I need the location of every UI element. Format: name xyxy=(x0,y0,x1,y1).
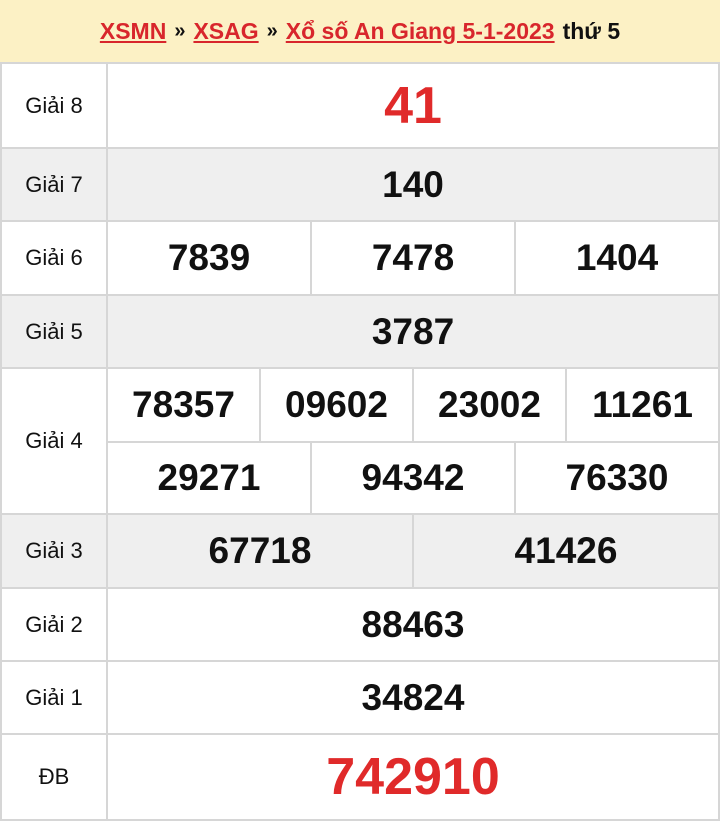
breadcrumb-separator: » xyxy=(266,19,278,42)
prize-number: 1404 xyxy=(514,222,718,294)
row-giai-6: Giải 6 7839 7478 1404 xyxy=(0,220,720,296)
weekday-label: thứ 5 xyxy=(562,17,621,44)
prize-number: 23002 xyxy=(412,369,565,441)
breadcrumb-separator: » xyxy=(174,19,186,42)
breadcrumb: XSMN » XSAG » Xổ số An Giang 5-1-2023 th… xyxy=(0,0,720,62)
prize-number: 3787 xyxy=(106,294,720,369)
prize-number: 88463 xyxy=(106,587,720,662)
prize-label: Giải 2 xyxy=(0,587,108,662)
prize-number: 34824 xyxy=(106,660,720,735)
jackpot-number: 742910 xyxy=(106,733,720,821)
breadcrumb-xsmn-link[interactable]: XSMN xyxy=(99,17,167,44)
row-giai-5: Giải 5 3787 xyxy=(0,294,720,369)
prize-label: Giải 7 xyxy=(0,147,108,222)
prize-label: Giải 4 xyxy=(0,367,108,515)
prize-label: Giải 8 xyxy=(0,62,108,149)
prize-number: 7478 xyxy=(310,222,514,294)
row-giai-2: Giải 2 88463 xyxy=(0,587,720,662)
row-giai-1: Giải 1 34824 xyxy=(0,660,720,735)
prize-number: 11261 xyxy=(565,369,718,441)
prize-number: 94342 xyxy=(310,443,514,513)
prize-number: 29271 xyxy=(157,457,261,498)
prize-number: 78357 xyxy=(132,384,235,425)
row-giai-3: Giải 3 67718 41426 xyxy=(0,513,720,589)
row-dac-biet: ĐB 742910 xyxy=(0,733,720,821)
row-giai-8: Giải 8 41 xyxy=(0,62,720,149)
breadcrumb-page-link[interactable]: Xổ số An Giang 5-1-2023 xyxy=(285,17,555,44)
prize-number: 41 xyxy=(106,62,720,149)
prize-number: 09602 xyxy=(259,369,412,441)
prize-number: 7839 xyxy=(167,237,251,278)
prize-number: 67718 xyxy=(208,530,312,571)
prize-label: Giải 5 xyxy=(0,294,108,369)
prize-number: 41426 xyxy=(412,515,718,587)
prize-label: ĐB xyxy=(0,733,108,821)
prize-label: Giải 3 xyxy=(0,513,108,589)
row-giai-4: Giải 4 78357 09602 23002 11261 29271 943… xyxy=(0,367,720,515)
prize-label: Giải 1 xyxy=(0,660,108,735)
prize-label: Giải 6 xyxy=(0,220,108,296)
prize-number: 140 xyxy=(106,147,720,222)
breadcrumb-xsag-link[interactable]: XSAG xyxy=(193,17,259,44)
results-table: Giải 8 41 Giải 7 140 Giải 6 7839 7478 14… xyxy=(0,62,720,821)
prize-number: 76330 xyxy=(514,443,718,513)
row-giai-7: Giải 7 140 xyxy=(0,147,720,222)
